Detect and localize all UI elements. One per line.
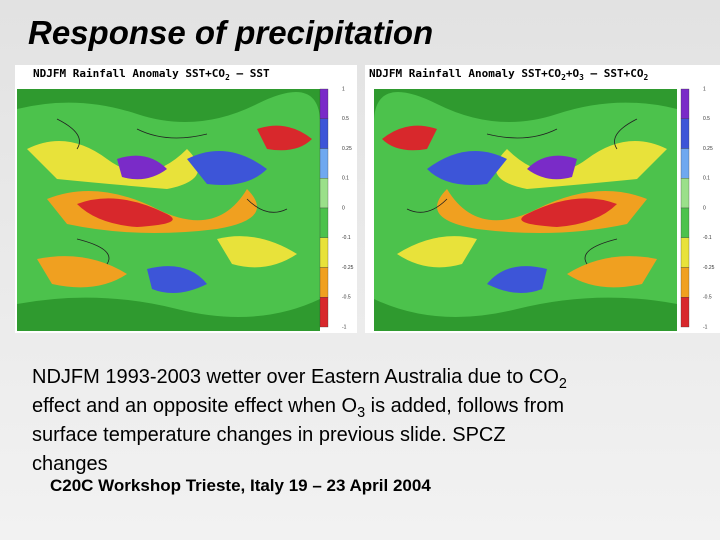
colorbar-swatch [680, 267, 690, 298]
text-run: – SST+CO [584, 67, 644, 80]
colorbar-swatch [680, 237, 690, 268]
colorbar-label: 1 [703, 86, 706, 92]
colorbar-label: -0.1 [703, 235, 712, 241]
colorbar-swatch [319, 237, 329, 268]
subscript: 3 [579, 73, 584, 82]
colorbar-label: 0.25 [342, 146, 352, 152]
map-panel: NDJFM Rainfall Anomaly SST+CO2+O3 – SST+… [365, 65, 720, 333]
map [16, 88, 321, 332]
colorbar-swatch [680, 178, 690, 209]
subscript: 2 [643, 73, 648, 82]
colorbar-swatch [680, 297, 690, 328]
text-run: +O [566, 67, 580, 80]
colorbar-swatch [319, 118, 329, 149]
colorbar: 1 0.5 0.25 0.1 0 -0.1 -0.25 -0.5 -1 [319, 86, 354, 330]
map-header: NDJFM Rainfall Anomaly SST+CO2 – SST [33, 67, 270, 82]
text-run: surface temperature changes in previous … [32, 424, 506, 446]
text-run: NDJFM Rainfall Anomaly SST+CO [33, 67, 225, 80]
colorbar-label: 0.1 [342, 176, 349, 182]
colorbar-swatch [680, 118, 690, 149]
body-line: effect and an opposite effect when O3 is… [32, 395, 564, 421]
map [373, 88, 678, 332]
subscript: 3 [357, 405, 365, 421]
colorbar-label: -0.25 [703, 265, 715, 271]
colorbar-label: -1 [703, 324, 708, 330]
colorbar-label: -0.25 [342, 265, 354, 271]
colorbar-swatch [680, 207, 690, 238]
text-run: changes [32, 453, 108, 475]
colorbar-label: -1 [342, 324, 347, 330]
colorbar-swatch [319, 88, 329, 119]
colorbar-swatch [680, 148, 690, 179]
text-run: is added, follows from [365, 395, 564, 417]
footer: C20C Workshop Trieste, Italy 19 – 23 Apr… [50, 476, 431, 495]
colorbar-label: 0.1 [703, 176, 710, 182]
colorbar-swatch [319, 297, 329, 328]
body-line: changes [32, 453, 108, 475]
subscript: 2 [225, 73, 230, 82]
colorbar-swatch [319, 178, 329, 209]
slide-title: Response of precipitation [28, 14, 433, 51]
colorbar-label: -0.1 [342, 235, 351, 241]
body-line: surface temperature changes in previous … [32, 424, 506, 446]
colorbar-label: 0.5 [342, 116, 349, 122]
text-run: NDJFM 1993-2003 wetter over Eastern Aust… [32, 366, 559, 388]
colorbar: 1 0.5 0.25 0.1 0 -0.1 -0.25 -0.5 -1 [680, 86, 715, 330]
body-text: NDJFM 1993-2003 wetter over Eastern Aust… [32, 366, 567, 475]
subscript: 2 [561, 73, 566, 82]
map-header: NDJFM Rainfall Anomaly SST+CO2+O3 – SST+… [369, 67, 648, 82]
colorbar-swatch [680, 88, 690, 119]
text-run: – SST [230, 67, 270, 80]
colorbar-label: 0 [703, 205, 706, 211]
colorbar-swatch [319, 207, 329, 238]
colorbar-label: -0.5 [703, 295, 712, 301]
colorbar-label: 0.25 [703, 146, 713, 152]
text-run: NDJFM Rainfall Anomaly SST+CO [369, 67, 561, 80]
colorbar-label: 0 [342, 205, 345, 211]
map-panel: NDJFM Rainfall Anomaly SST+CO2 – SST 1 0.… [15, 65, 357, 333]
colorbar-label: 1 [342, 86, 345, 92]
colorbar-label: -0.5 [342, 295, 351, 301]
subscript: 2 [559, 376, 567, 392]
colorbar-label: 0.5 [703, 116, 710, 122]
text-run: effect and an opposite effect when O [32, 395, 357, 417]
body-line: NDJFM 1993-2003 wetter over Eastern Aust… [32, 366, 567, 392]
colorbar-swatch [319, 148, 329, 179]
colorbar-swatch [319, 267, 329, 298]
